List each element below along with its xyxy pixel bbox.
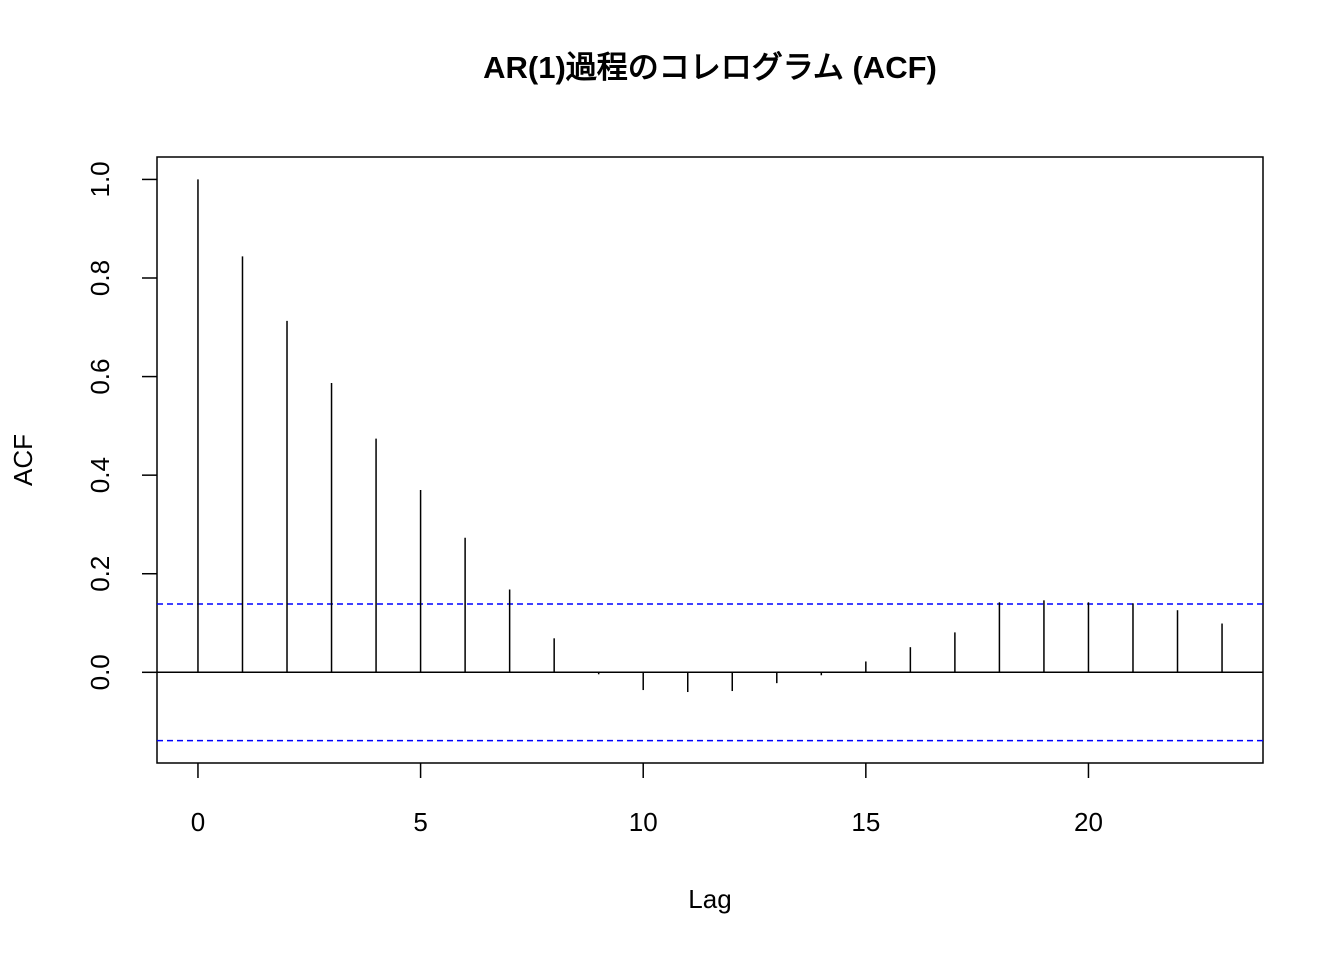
x-tick-label: 10 [629, 807, 658, 837]
x-tick-label: 15 [851, 807, 880, 837]
chart-title: AR(1)過程のコレログラム (ACF) [483, 50, 937, 85]
y-axis-label: ACF [8, 434, 38, 486]
y-tick-label: 1.0 [85, 161, 115, 197]
x-tick-label: 5 [413, 807, 427, 837]
x-axis-label: Lag [688, 884, 731, 914]
y-tick-label: 0.2 [85, 556, 115, 592]
x-tick-label: 0 [191, 807, 205, 837]
plot-frame [156, 156, 1264, 764]
y-tick-label: 0.0 [85, 654, 115, 690]
y-tick-label: 0.6 [85, 359, 115, 395]
x-tick-label: 20 [1074, 807, 1103, 837]
y-tick-label: 0.8 [85, 260, 115, 296]
y-tick-label: 0.4 [85, 457, 115, 493]
